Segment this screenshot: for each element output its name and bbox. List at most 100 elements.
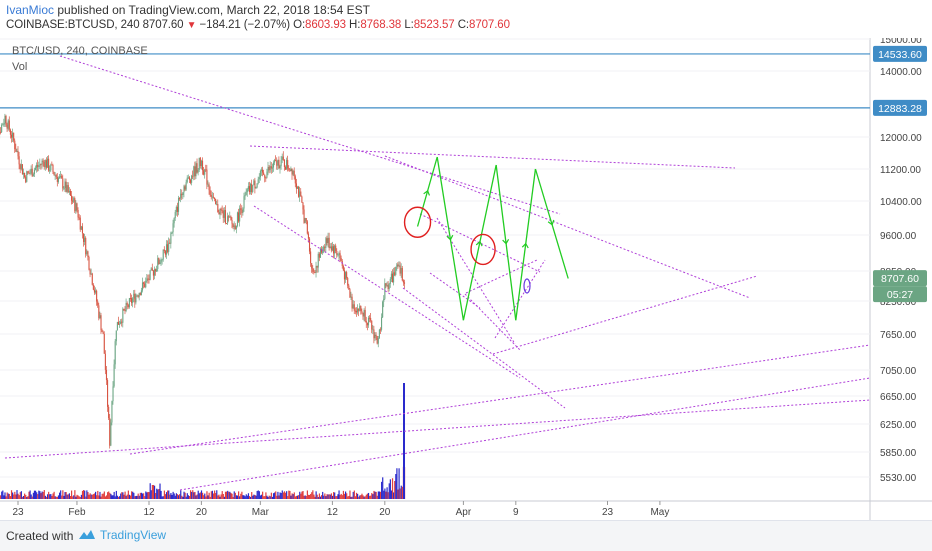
volume-bar xyxy=(70,496,71,499)
volume-bar xyxy=(326,494,327,499)
candle-body xyxy=(118,322,119,325)
volume-bar xyxy=(179,494,180,499)
volume-bar xyxy=(24,494,25,499)
volume-bar xyxy=(27,496,28,499)
candle-body xyxy=(233,224,234,227)
volume-bar xyxy=(276,496,277,499)
candle-body xyxy=(197,163,198,172)
volume-bar xyxy=(381,482,382,499)
candle-body xyxy=(231,220,232,224)
candle-body xyxy=(215,199,216,204)
candle-body xyxy=(296,183,297,188)
volume-bar xyxy=(343,491,344,499)
volume-bar xyxy=(393,492,394,499)
candle-body xyxy=(331,246,332,250)
volume-bar xyxy=(229,492,230,499)
volume-bar xyxy=(12,493,13,499)
volume-bar xyxy=(282,490,283,499)
candle-body xyxy=(165,251,166,255)
volume-bar xyxy=(368,493,369,499)
volume-bar xyxy=(275,491,276,499)
volume-bar xyxy=(223,494,224,499)
candle-body xyxy=(47,159,48,168)
volume-bar xyxy=(233,497,234,499)
candle-body xyxy=(183,186,184,192)
candle-body xyxy=(297,187,298,189)
candle-body xyxy=(402,268,403,280)
candle-body xyxy=(253,181,254,186)
volume-bar xyxy=(178,495,179,499)
candle-body xyxy=(140,293,141,295)
volume-bar xyxy=(78,495,79,499)
volume-bar xyxy=(265,492,266,499)
candle-body xyxy=(329,238,330,248)
candle-body xyxy=(252,185,253,192)
volume-bar xyxy=(13,494,14,499)
volume-bar xyxy=(141,493,142,499)
volume-bar xyxy=(224,497,225,499)
volume-bar xyxy=(92,495,93,499)
candle-body xyxy=(107,380,108,407)
volume-bar xyxy=(159,484,160,499)
candle-body xyxy=(354,304,355,310)
volume-bar xyxy=(388,492,389,499)
x-tick-label: May xyxy=(650,507,669,518)
candle-body xyxy=(267,167,268,172)
candle-body xyxy=(366,321,367,323)
candle-body xyxy=(19,156,20,164)
candle-body xyxy=(365,310,366,321)
candle-body xyxy=(24,173,25,177)
candle-body xyxy=(305,218,306,223)
volume-bar xyxy=(136,496,137,499)
volume-bar xyxy=(44,490,45,499)
volume-bar xyxy=(287,496,288,499)
candle-body xyxy=(85,238,86,254)
volume-bar xyxy=(311,492,312,499)
volume-bar xyxy=(30,490,31,499)
candle-body xyxy=(271,166,272,168)
volume-bar xyxy=(274,493,275,499)
volume-bar xyxy=(139,496,140,499)
candle-body xyxy=(345,272,346,279)
candle-body xyxy=(135,296,136,303)
x-tick-label: 12 xyxy=(143,507,155,518)
candle-body xyxy=(194,166,195,176)
volume-bar xyxy=(348,496,349,499)
candle-body xyxy=(381,317,382,329)
symbol-label: COINBASE:BTCUSD, 240 xyxy=(6,19,140,31)
candle-body xyxy=(377,336,378,344)
candle-body xyxy=(397,264,398,265)
volume-bar xyxy=(366,495,367,499)
volume-bar xyxy=(390,479,391,499)
candle-body xyxy=(307,221,308,233)
volume-bar xyxy=(118,497,119,499)
candle-body xyxy=(195,163,196,176)
tradingview-brand[interactable]: TradingView xyxy=(78,528,166,542)
volume-bar xyxy=(11,490,12,499)
candle-body xyxy=(182,192,183,195)
volume-bar xyxy=(87,492,88,499)
candle-body xyxy=(129,298,130,307)
volume-bar xyxy=(300,494,301,499)
candle-body xyxy=(44,162,45,167)
volume-bar xyxy=(71,491,72,499)
candle-body xyxy=(334,246,335,254)
candle-body xyxy=(186,182,187,189)
volume-legend: Vol xyxy=(12,61,27,73)
candle-body xyxy=(86,251,87,254)
volume-bar xyxy=(312,490,313,499)
candle-body xyxy=(203,170,204,174)
candle-body xyxy=(23,173,24,174)
y-tick-label: 12000.00 xyxy=(880,133,922,144)
volume-bar xyxy=(320,497,321,499)
volume-bar xyxy=(130,496,131,499)
candle-body xyxy=(369,318,370,319)
volume-bar xyxy=(402,487,403,499)
volume-bar xyxy=(51,496,52,499)
volume-bar xyxy=(34,491,35,499)
candle-body xyxy=(246,192,247,195)
price-chart[interactable]: 15000.0014000.0012000.0011200.0010400.00… xyxy=(0,38,932,520)
volume-bar xyxy=(156,489,157,499)
author-link[interactable]: IvanMioc xyxy=(6,3,54,17)
